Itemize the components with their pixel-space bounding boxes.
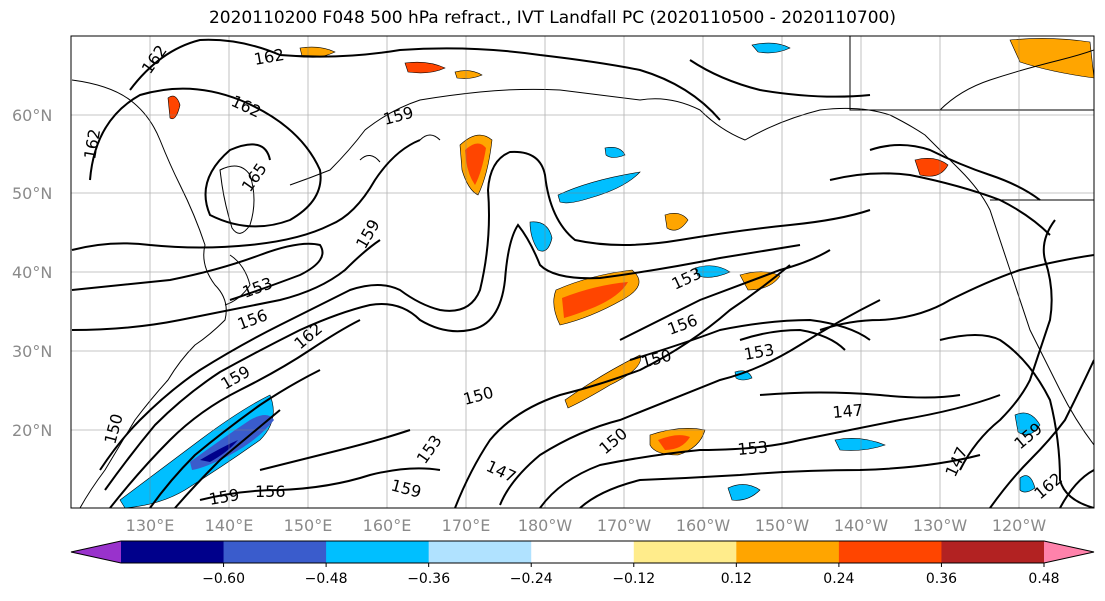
- colorbar-tick-label: −0.12: [612, 571, 655, 587]
- colorbar-segment: [941, 541, 1045, 563]
- positive-region: [562, 282, 628, 318]
- colorbar-outline: [70, 540, 1095, 564]
- negative-region: [529, 221, 553, 252]
- lon-label: 120°W: [992, 516, 1047, 535]
- colorbar-right-extend: [1044, 541, 1094, 563]
- lon-label: 180°W: [518, 516, 573, 535]
- lat-label: 30°N: [12, 342, 52, 361]
- colorbar-tick-label: 0.48: [1028, 571, 1059, 587]
- lat-label: 20°N: [12, 421, 52, 440]
- colorbar-tick-label: −0.24: [510, 571, 553, 587]
- lon-label: 130°W: [913, 516, 968, 535]
- negative-region: [734, 370, 753, 381]
- coastlines: [71, 36, 1094, 508]
- colorbar-segment: [121, 541, 225, 563]
- colorbar-tick-label: 0.24: [823, 571, 854, 587]
- positive-region: [1009, 38, 1094, 79]
- contour-label: 159: [207, 485, 240, 509]
- colorbar-tick-label: −0.36: [407, 571, 450, 587]
- contour-label: 153: [737, 437, 769, 459]
- colorbar: −0.60 −0.48 −0.36 −0.24 −0.12 0.12 0.24 0.36 0.4…: [70, 540, 1095, 587]
- lon-label: 130°E: [126, 516, 175, 535]
- lon-label: 170°W: [597, 516, 652, 535]
- lat-label: 40°N: [12, 263, 52, 282]
- negative-region: [557, 171, 641, 204]
- positive-region: [465, 143, 486, 185]
- positive-region: [454, 70, 483, 79]
- lon-label: 160°E: [363, 516, 412, 535]
- shaded-regions: [119, 38, 1094, 508]
- longitude-labels: 130°E 140°E 150°E 160°E 170°E 180°W 170°…: [126, 516, 1047, 535]
- negative-region: [727, 484, 761, 501]
- positive-region: [167, 95, 181, 119]
- contour-lines: [71, 38, 1094, 508]
- contour-label: 147: [832, 400, 864, 422]
- negative-region: [751, 42, 791, 54]
- negative-region: [604, 147, 626, 158]
- lon-label: 170°E: [442, 516, 491, 535]
- positive-region: [564, 354, 641, 409]
- lat-label: 60°N: [12, 106, 52, 125]
- lon-label: 150°E: [284, 516, 333, 535]
- lon-label: 140°E: [205, 516, 254, 535]
- colorbar-segment: [838, 541, 942, 563]
- latitude-labels: 60°N 50°N 40°N 30°N 20°N: [12, 106, 52, 440]
- colorbar-tick-label: −0.48: [305, 571, 348, 587]
- colorbar-segment: [531, 541, 635, 563]
- colorbar-segment: [326, 541, 430, 563]
- negative-region: [200, 440, 238, 462]
- lon-label: 140°W: [834, 516, 889, 535]
- colorbar-segment: [428, 541, 532, 563]
- contour-label: 156: [255, 482, 286, 501]
- lat-label: 50°N: [12, 184, 52, 203]
- positive-region: [664, 213, 689, 231]
- colorbar-segment: [223, 541, 327, 563]
- negative-region: [1019, 475, 1036, 493]
- positive-region: [658, 435, 690, 450]
- colorbar-tick-label: 0.12: [721, 571, 752, 587]
- lon-label: 160°W: [676, 516, 731, 535]
- colorbar-segment: [736, 541, 840, 563]
- colorbar-left-extend: [71, 541, 121, 563]
- gridlines: [71, 36, 1094, 508]
- positive-region: [404, 61, 446, 74]
- colorbar-segment: [633, 541, 737, 563]
- map-title: 2020110200 F048 500 hPa refract., IVT La…: [208, 8, 896, 28]
- colorbar-tick-label: −0.60: [202, 571, 245, 587]
- negative-region: [1014, 412, 1041, 436]
- lon-label: 150°W: [755, 516, 810, 535]
- colorbar-tick-label: 0.36: [926, 571, 957, 587]
- negative-region: [834, 438, 886, 451]
- map-frame: [70, 35, 1095, 509]
